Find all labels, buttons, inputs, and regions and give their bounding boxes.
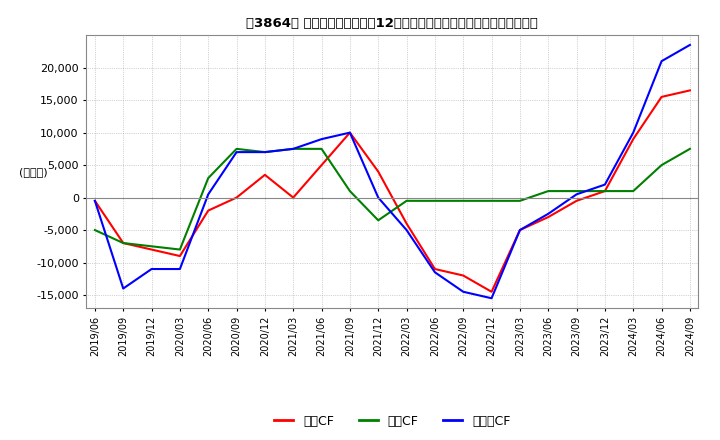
Title: ［3864］ キャッシュフローの12か月移動合計の対前年同期増減額の推移: ［3864］ キャッシュフローの12か月移動合計の対前年同期増減額の推移	[246, 17, 539, 30]
投資CF	[600, 188, 609, 194]
フリーCF	[148, 266, 156, 271]
投資CF	[261, 150, 269, 155]
営業CF	[289, 195, 297, 200]
投資CF	[119, 240, 127, 246]
営業CF	[233, 195, 241, 200]
営業CF	[402, 221, 411, 226]
フリーCF	[431, 270, 439, 275]
フリーCF	[459, 289, 467, 294]
フリーCF	[176, 266, 184, 271]
フリーCF	[516, 227, 524, 233]
営業CF	[487, 289, 496, 294]
投資CF	[657, 162, 666, 168]
投資CF	[629, 188, 637, 194]
フリーCF	[119, 286, 127, 291]
営業CF	[91, 198, 99, 203]
投資CF	[346, 188, 354, 194]
投資CF	[544, 188, 552, 194]
営業CF	[544, 214, 552, 220]
投資CF	[487, 198, 496, 203]
投資CF	[431, 198, 439, 203]
営業CF	[176, 253, 184, 259]
投資CF	[685, 146, 694, 151]
フリーCF	[685, 42, 694, 48]
Line: フリーCF: フリーCF	[95, 45, 690, 298]
投資CF	[402, 198, 411, 203]
投資CF	[91, 227, 99, 233]
フリーCF	[261, 150, 269, 155]
営業CF	[516, 227, 524, 233]
フリーCF	[487, 296, 496, 301]
フリーCF	[374, 195, 382, 200]
フリーCF	[91, 198, 99, 203]
フリーCF	[572, 192, 581, 197]
Legend: 営業CF, 投資CF, フリーCF: 営業CF, 投資CF, フリーCF	[269, 410, 516, 433]
フリーCF	[346, 130, 354, 135]
営業CF	[431, 266, 439, 271]
投資CF	[318, 146, 326, 151]
営業CF	[318, 162, 326, 168]
営業CF	[148, 247, 156, 252]
営業CF	[572, 198, 581, 203]
営業CF	[685, 88, 694, 93]
フリーCF	[600, 182, 609, 187]
投資CF	[374, 218, 382, 223]
投資CF	[204, 176, 212, 181]
投資CF	[516, 198, 524, 203]
投資CF	[459, 198, 467, 203]
営業CF	[119, 240, 127, 246]
Y-axis label: (百万円): (百万円)	[19, 167, 48, 176]
投資CF	[572, 188, 581, 194]
フリーCF	[657, 59, 666, 64]
フリーCF	[544, 211, 552, 216]
Line: 営業CF: 営業CF	[95, 90, 690, 292]
投資CF	[289, 146, 297, 151]
フリーCF	[233, 150, 241, 155]
営業CF	[657, 94, 666, 99]
営業CF	[261, 172, 269, 177]
フリーCF	[318, 136, 326, 142]
投資CF	[233, 146, 241, 151]
営業CF	[600, 188, 609, 194]
営業CF	[346, 130, 354, 135]
Line: 投資CF: 投資CF	[95, 149, 690, 249]
営業CF	[459, 273, 467, 278]
投資CF	[148, 244, 156, 249]
営業CF	[374, 169, 382, 174]
営業CF	[629, 136, 637, 142]
フリーCF	[204, 192, 212, 197]
営業CF	[204, 208, 212, 213]
フリーCF	[402, 227, 411, 233]
投資CF	[176, 247, 184, 252]
フリーCF	[289, 146, 297, 151]
フリーCF	[629, 130, 637, 135]
